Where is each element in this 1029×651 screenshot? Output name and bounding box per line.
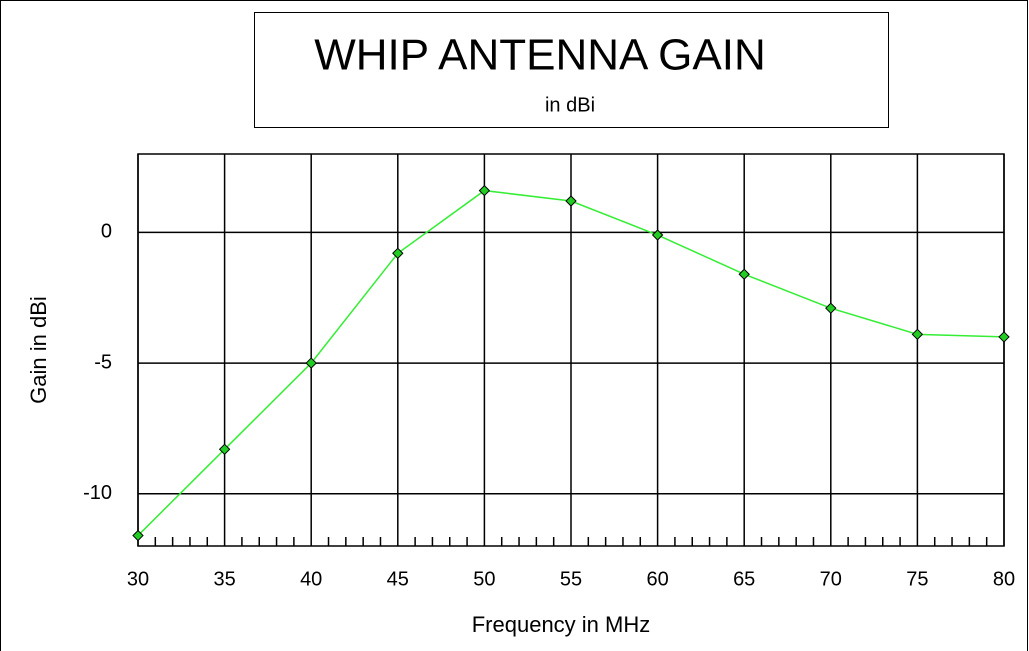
marker [651,229,664,241]
marker [738,268,750,280]
x-tick-label: 75 [906,568,928,590]
x-axis-label: Frequency in MHz [472,612,651,637]
chart-subtitle: in dBi [545,94,595,116]
marker [911,328,924,341]
x-tick-label: 30 [127,568,149,590]
x-tick-label: 80 [993,568,1015,590]
marker [998,331,1010,343]
y-tick-label: 0 [101,221,112,243]
x-tick-label: 70 [820,568,842,590]
y-axis-label: Gain in dBi [26,296,51,404]
x-tick-label: 45 [387,568,409,590]
x-tick-label: 65 [733,568,755,590]
x-tick-label: 60 [646,568,668,590]
chart-title: WHIP ANTENNA GAIN [314,31,766,80]
x-tick-label: 40 [300,568,322,590]
y-tick-label: -5 [94,351,112,373]
marker [478,184,491,197]
marker [392,247,404,260]
x-tick-label: 55 [560,568,582,590]
marker [132,529,144,542]
x-tick-label: 50 [473,568,495,590]
marker [305,357,317,369]
marker [218,443,231,456]
title-box [254,12,889,128]
x-tick-label: 35 [213,568,235,590]
marker [825,302,837,314]
y-tick-label: -10 [83,482,112,504]
marker [565,195,577,207]
